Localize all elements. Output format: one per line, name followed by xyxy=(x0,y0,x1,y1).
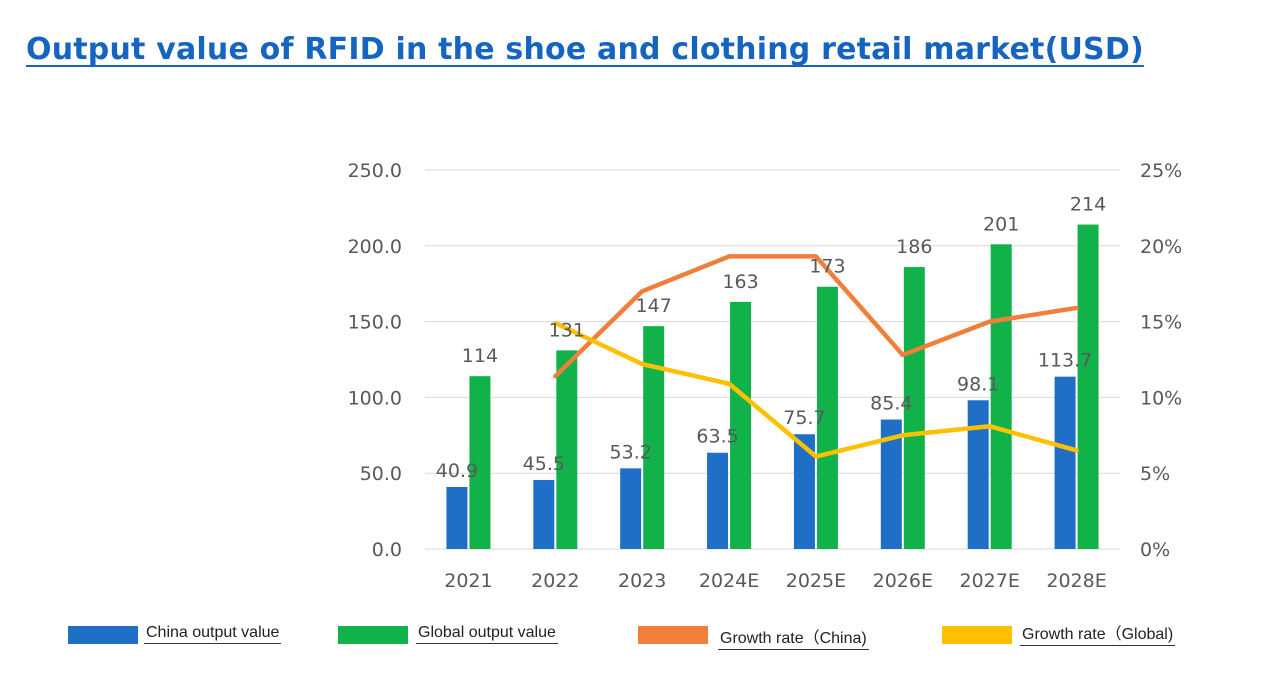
bar-global-output xyxy=(469,376,491,549)
right-axis-ticks: 0% 5% 10% 15% 20% 25% xyxy=(1140,160,1182,561)
bar-global-output xyxy=(903,267,925,549)
x-axis-tick-label: 2023 xyxy=(618,570,666,592)
bar-china-output xyxy=(967,400,989,549)
chart-title: Output value of RFID in the shoe and clo… xyxy=(26,32,1144,67)
data-label-global-output: 147 xyxy=(636,295,672,317)
legend-swatch-growth-global xyxy=(942,626,1012,644)
data-label-china-output: 45.5 xyxy=(523,453,565,475)
right-axis-tick-label: 10% xyxy=(1140,387,1182,409)
data-label-global-output: 186 xyxy=(896,236,932,258)
bar-china-output xyxy=(1054,376,1076,549)
legend-swatch-growth-china xyxy=(638,626,708,644)
x-axis-tick-label: 2026E xyxy=(873,570,933,592)
data-label-global-output: 131 xyxy=(549,319,585,341)
x-axis-ticks: 2021 2022 2023 2024E 2025E 2026E 2027E 2028E xyxy=(444,570,1106,592)
data-label-china-output: 75.7 xyxy=(783,407,825,429)
bar-global-output xyxy=(816,286,838,549)
left-axis-tick-label: 250.0 xyxy=(348,160,402,182)
left-axis-ticks: 0.0 50.0 100.0 150.0 200.0 250.0 xyxy=(348,160,402,561)
bar-china-output xyxy=(707,452,729,549)
bar-global-output xyxy=(1077,224,1099,550)
data-label-global-output: 214 xyxy=(1070,194,1106,216)
data-label-china-output: 85.4 xyxy=(870,393,912,415)
growth-lines xyxy=(553,254,1079,459)
legend-swatch-china-output xyxy=(68,626,138,644)
legend-label-global-output: Global output value xyxy=(416,624,558,644)
bar-global-output xyxy=(643,326,665,549)
left-axis-tick-label: 150.0 xyxy=(348,312,402,334)
data-label-global-output: 114 xyxy=(462,345,498,367)
right-axis-tick-label: 15% xyxy=(1140,312,1182,334)
x-axis-tick-label: 2027E xyxy=(960,570,1020,592)
left-axis-tick-label: 200.0 xyxy=(348,236,402,258)
bar-global-output xyxy=(556,350,578,549)
legend-label-china-output: China output value xyxy=(144,624,282,644)
data-label-china-output: 98.1 xyxy=(957,373,999,395)
data-label-global-output: 201 xyxy=(983,213,1019,235)
right-axis-tick-label: 0% xyxy=(1140,539,1170,561)
x-axis-tick-label: 2022 xyxy=(531,570,579,592)
bar-china-output xyxy=(620,468,642,549)
left-axis-tick-label: 50.0 xyxy=(360,463,402,485)
legend-label-growth-china: Growth rate（China) xyxy=(718,624,869,650)
bar-china-output xyxy=(880,419,902,549)
left-axis-tick-label: 100.0 xyxy=(348,387,402,409)
legend-label-growth-global: Growth rate（Global) xyxy=(1020,620,1176,646)
bar-global-output xyxy=(990,244,1012,549)
bar-china-output xyxy=(533,480,555,549)
x-axis-tick-label: 2025E xyxy=(786,570,846,592)
line-growth-global xyxy=(553,320,1079,459)
line-growth-china xyxy=(553,254,1079,379)
data-label-china-output: 113.7 xyxy=(1038,350,1092,372)
data-labels: 40.9 45.5 53.2 63.5 75.7 85.4 98.1 113.7 114 131 1… xyxy=(436,194,1106,482)
data-label-global-output: 173 xyxy=(809,256,845,278)
bars xyxy=(446,224,1099,550)
data-label-china-output: 53.2 xyxy=(610,441,652,463)
right-axis-tick-label: 25% xyxy=(1140,160,1182,182)
right-axis-tick-label: 5% xyxy=(1140,463,1170,485)
x-axis-tick-label: 2024E xyxy=(699,570,759,592)
bar-china-output xyxy=(793,434,815,549)
bar-china-output xyxy=(446,486,468,549)
bar-global-output xyxy=(730,301,752,549)
data-label-global-output: 163 xyxy=(722,271,758,293)
data-label-china-output: 63.5 xyxy=(696,426,738,448)
left-axis-tick-label: 0.0 xyxy=(372,539,402,561)
legend-swatch-global-output xyxy=(338,626,408,644)
x-axis-tick-label: 2028E xyxy=(1046,570,1106,592)
data-label-china-output: 40.9 xyxy=(436,460,478,482)
right-axis-tick-label: 20% xyxy=(1140,236,1182,258)
x-axis-tick-label: 2021 xyxy=(444,570,492,592)
